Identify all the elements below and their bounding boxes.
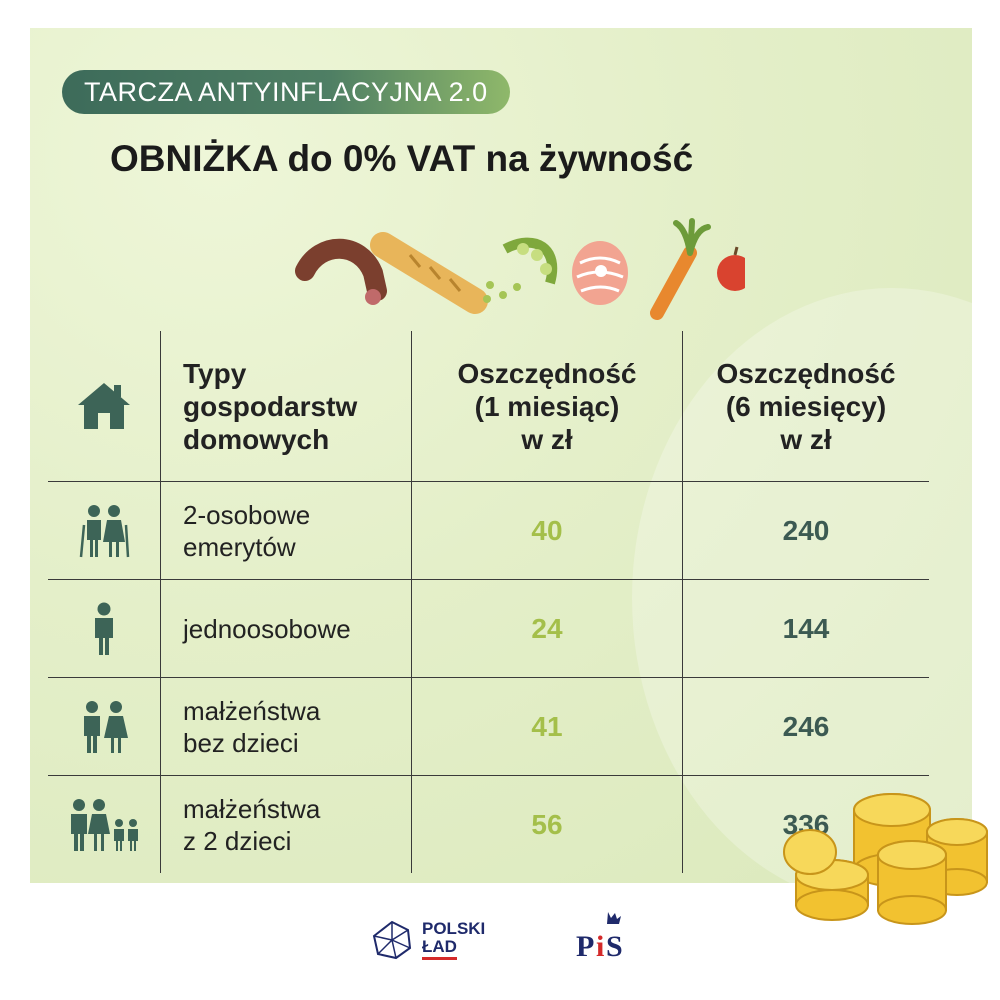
carrot-icon: [650, 218, 711, 320]
savings-6-months: 246: [782, 710, 830, 742]
infographic-card: TARCZA ANTYINFLACYJNA 2.0 OBNIŻKA do 0% …: [30, 28, 972, 883]
table-row: małżeństwa bez dzieci 41 246: [48, 677, 929, 776]
couple-icon: [84, 700, 128, 753]
polski-lad-emblem-icon: [372, 920, 412, 960]
badge: TARCZA ANTYINFLACYJNA 2.0: [62, 70, 510, 114]
savings-1-month: 24: [531, 612, 563, 644]
header-month1-line2: (1 miesiąc): [474, 390, 620, 422]
polski-lad-line1: POLSKI: [422, 919, 486, 938]
person-icon: [95, 602, 113, 655]
elderly-couple-icon: [79, 504, 130, 557]
baguette-icon: [370, 232, 488, 314]
row-label-line1: małżeństwa: [183, 695, 321, 726]
apple-icon: [717, 246, 745, 291]
savings-1-month: 56: [531, 808, 563, 840]
peas-icon: [483, 237, 558, 303]
savings-1-month: 41: [531, 710, 563, 742]
header-month6-line1: Oszczędność: [716, 357, 896, 389]
row-label-line2: emerytów: [183, 531, 296, 562]
coins-illustration: [783, 793, 988, 925]
header-month6-line2: (6 miesięcy): [725, 390, 887, 422]
header-type-line3: domowych: [183, 423, 330, 455]
header-month1-line3: w zł: [521, 423, 573, 455]
header-month1-line1: Oszczędność: [457, 357, 637, 389]
row-label-line2: bez dzieci: [183, 727, 299, 758]
polski-lad-line2: ŁAD: [422, 938, 457, 960]
svg-text:P: P: [576, 930, 594, 963]
header-type-line2: gospodarstw: [183, 390, 358, 422]
house-icon: [78, 383, 130, 429]
table-row: 2-osobowe emerytów 40 240: [48, 481, 929, 580]
row-label-line2: z 2 dzieci: [183, 825, 292, 856]
polski-lad-logo: POLSKI ŁAD: [370, 918, 485, 962]
header-month6-line3: w zł: [780, 423, 832, 455]
salmon-steak-icon: [572, 241, 628, 305]
savings-1-month: 40: [531, 514, 563, 546]
row-label-line1: małżeństwa: [183, 793, 321, 824]
table-row: jednoosobowe 24 144: [48, 579, 929, 678]
food-illustration: [295, 218, 745, 320]
savings-table: Typy gospodarstw domowych Oszczędność (1…: [48, 331, 929, 873]
header-type-line1: Typy: [183, 357, 247, 389]
row-label-line1: jednoosobowe: [183, 613, 351, 644]
table-header-row: Typy gospodarstw domowych Oszczędność (1…: [48, 331, 929, 482]
page-title: OBNIŻKA do 0% VAT na żywność: [110, 138, 694, 179]
table-row: małżeństwa z 2 dzieci 56 336: [48, 775, 929, 873]
svg-text:i: i: [596, 930, 604, 963]
svg-text:S: S: [606, 930, 623, 963]
pis-logo: P i S: [576, 912, 623, 963]
savings-6-months: 240: [782, 514, 830, 546]
row-label-line1: 2-osobowe: [183, 499, 311, 530]
family-icon: [71, 798, 138, 851]
sausage-icon: [295, 238, 387, 305]
savings-6-months: 144: [782, 612, 830, 644]
